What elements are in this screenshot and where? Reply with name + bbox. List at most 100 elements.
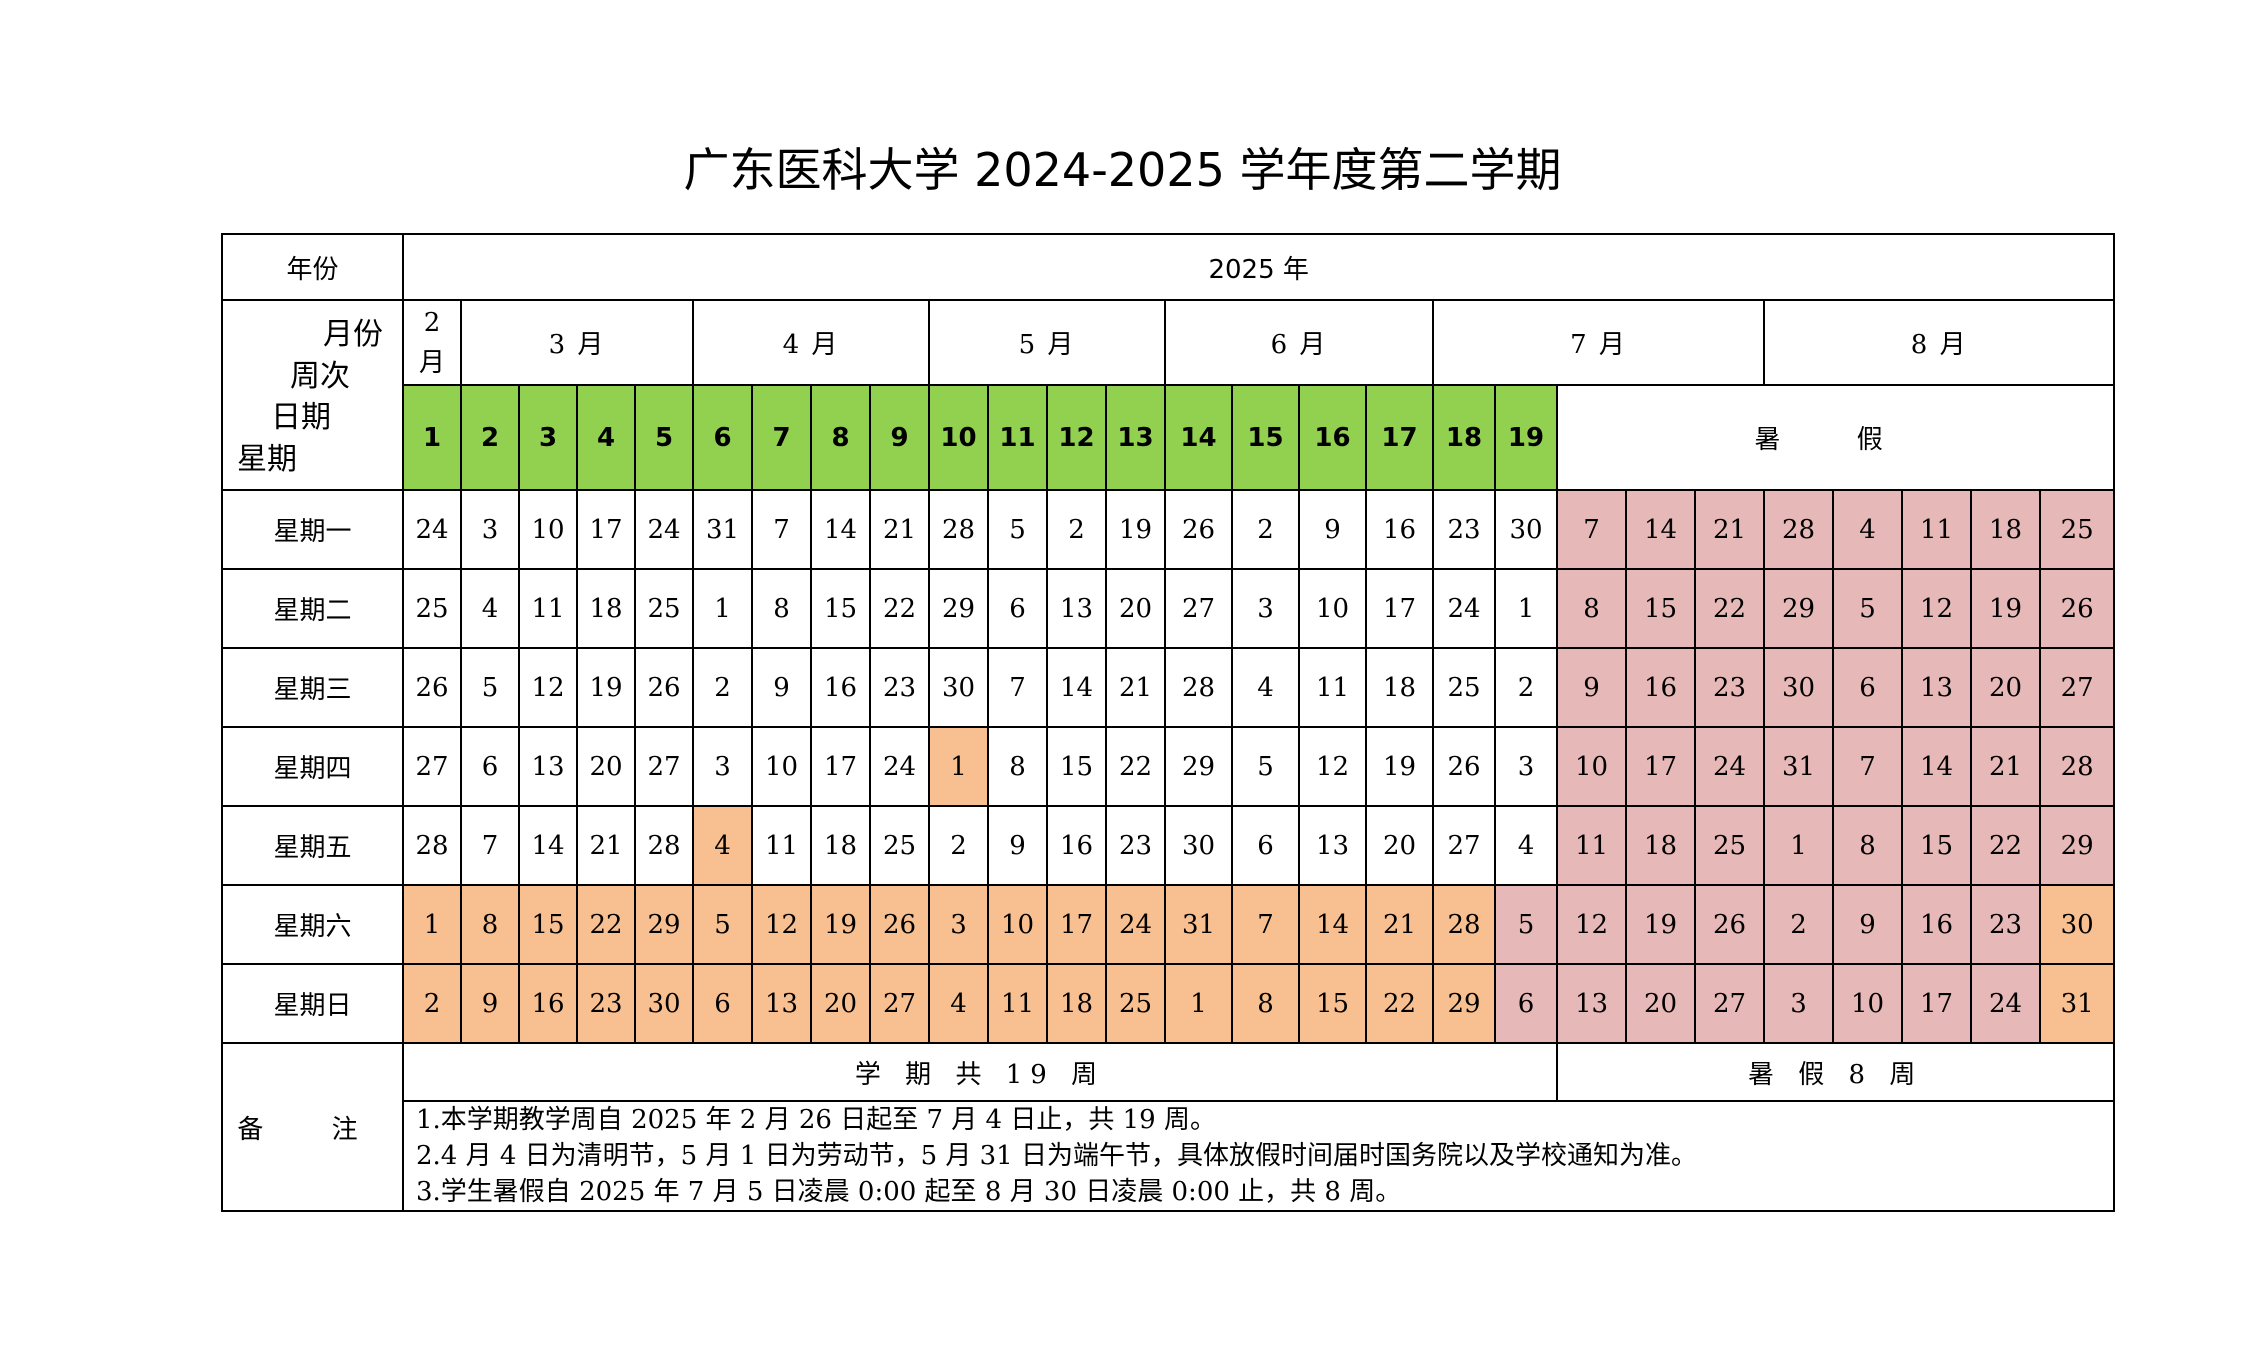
day-cell: 15	[1298, 963, 1367, 1044]
day-cell: 21	[1105, 647, 1166, 728]
day-cell: 4	[460, 568, 520, 649]
notes-cell: 1.本学期教学周自 2025 年 2 月 26 日起至 7 月 4 日止，共 1…	[401, 1100, 2116, 1212]
day-cell: 10	[1298, 568, 1367, 649]
day-cell: 5	[987, 489, 1048, 570]
day-cell: 2	[928, 805, 989, 886]
day-cell: 9	[1832, 884, 1903, 965]
day-cell: 23	[576, 963, 636, 1044]
day-cell: 22	[1365, 963, 1434, 1044]
day-cell: 7	[751, 489, 812, 570]
day-cell: 10	[518, 489, 578, 570]
month-header: 8 月	[1762, 299, 2116, 386]
day-cell: 7	[1231, 884, 1300, 965]
day-cell: 12	[1556, 884, 1627, 965]
day-cell: 19	[576, 647, 636, 728]
day-cell: 8	[1231, 963, 1300, 1044]
week-number-cell: 7	[751, 384, 812, 491]
day-cell: 30	[2038, 884, 2116, 965]
day-cell: 9	[987, 805, 1048, 886]
day-cell: 7	[1556, 489, 1627, 570]
day-cell: 4	[928, 963, 989, 1044]
weekday-label: 星期四	[221, 726, 404, 807]
day-cell: 16	[1625, 647, 1696, 728]
weekday-label: 星期五	[221, 805, 404, 886]
day-cell: 28	[634, 805, 694, 886]
day-cell: 26	[2038, 568, 2116, 649]
day-cell: 16	[1901, 884, 1972, 965]
day-cell: 22	[1105, 726, 1166, 807]
day-cell: 18	[1625, 805, 1696, 886]
day-cell: 26	[1432, 726, 1496, 807]
day-cell: 8	[460, 884, 520, 965]
day-cell: 17	[810, 726, 871, 807]
semester-weeks: 学 期 共 19 周	[402, 1042, 1558, 1102]
day-cell: 14	[1046, 647, 1107, 728]
day-cell: 20	[810, 963, 871, 1044]
day-cell: 11	[987, 963, 1048, 1044]
day-cell: 5	[1832, 568, 1903, 649]
day-cell: 27	[1164, 568, 1233, 649]
day-cell: 22	[1970, 805, 2041, 886]
day-cell: 5	[692, 884, 753, 965]
week-number-cell: 10	[928, 384, 989, 491]
day-cell: 19	[810, 884, 871, 965]
day-cell: 22	[869, 568, 930, 649]
day-cell: 9	[1298, 489, 1367, 570]
day-cell: 6	[1231, 805, 1300, 886]
week-row: 1 2 3 4 5 6 7 8 9 10 11 12 13 14 15 16 17 18 19 暑 假	[222, 384, 2116, 491]
day-cell: 31	[1763, 726, 1834, 807]
day-cell: 8	[1832, 805, 1903, 886]
day-cell: 12	[751, 884, 812, 965]
week-number-cell: 8	[810, 384, 871, 491]
day-cell: 1	[1763, 805, 1834, 886]
day-cell: 5	[1494, 884, 1558, 965]
day-cell: 29	[1164, 726, 1233, 807]
day-cell: 14	[1901, 726, 1972, 807]
day-cell: 20	[1365, 805, 1434, 886]
day-cell: 15	[518, 884, 578, 965]
day-cell: 31	[692, 489, 753, 570]
day-cell: 24	[1432, 568, 1496, 649]
day-cell: 15	[1901, 805, 1972, 886]
day-cell: 6	[987, 568, 1048, 649]
day-cell: 10	[1556, 726, 1627, 807]
weekday-row: 星期二 25 4 11 18 25 1 8 15 22 29 6 13 20 27 3 10 17 24 1 8 15 22…	[221, 568, 2116, 649]
day-cell: 26	[634, 647, 694, 728]
day-cell: 17	[1901, 963, 1972, 1044]
day-cell: 11	[1298, 647, 1367, 728]
weekday-label: 星期六	[221, 884, 404, 965]
day-cell: 13	[751, 963, 812, 1044]
month-header: 2 月	[402, 299, 462, 386]
day-cell: 20	[1105, 568, 1166, 649]
day-cell: 3	[928, 884, 989, 965]
year-row: 年份 2025 年	[221, 233, 2116, 301]
day-cell: 7	[987, 647, 1048, 728]
day-cell: 16	[810, 647, 871, 728]
day-cell: 3	[1231, 568, 1300, 649]
day-cell: 29	[2038, 805, 2116, 886]
weekday-row: 星期五 28 7 14 21 28 4 11 18 25 2 9 16 23 30 6 13 20 27 4 11 18 2…	[221, 805, 2116, 886]
day-cell: 7	[1832, 726, 1903, 807]
weekday-label: 星期三	[221, 647, 404, 728]
day-cell: 31	[2038, 963, 2116, 1044]
year-label: 年份	[221, 233, 404, 301]
day-cell: 16	[1046, 805, 1107, 886]
month-header: 5 月	[928, 299, 1166, 386]
day-cell: 12	[1901, 568, 1972, 649]
remark-label: 备 注	[221, 1042, 404, 1212]
month-header: 4 月	[692, 299, 930, 386]
day-cell: 30	[1763, 647, 1834, 728]
day-cell: 24	[869, 726, 930, 807]
day-cell: 29	[928, 568, 989, 649]
day-cell: 9	[751, 647, 812, 728]
note-line: 2.4 月 4 日为清明节，5 月 1 日为劳动节，5 月 31 日为端午节，具…	[416, 1141, 1697, 1171]
day-cell: 28	[1763, 489, 1834, 570]
day-cell: 30	[1164, 805, 1233, 886]
week-number-cell: 9	[869, 384, 930, 491]
day-cell: 20	[576, 726, 636, 807]
day-cell: 19	[1105, 489, 1166, 570]
day-cell: 20	[1625, 963, 1696, 1044]
summer-vacation-header: 暑 假	[1555, 384, 2116, 491]
day-cell: 11	[1901, 489, 1972, 570]
